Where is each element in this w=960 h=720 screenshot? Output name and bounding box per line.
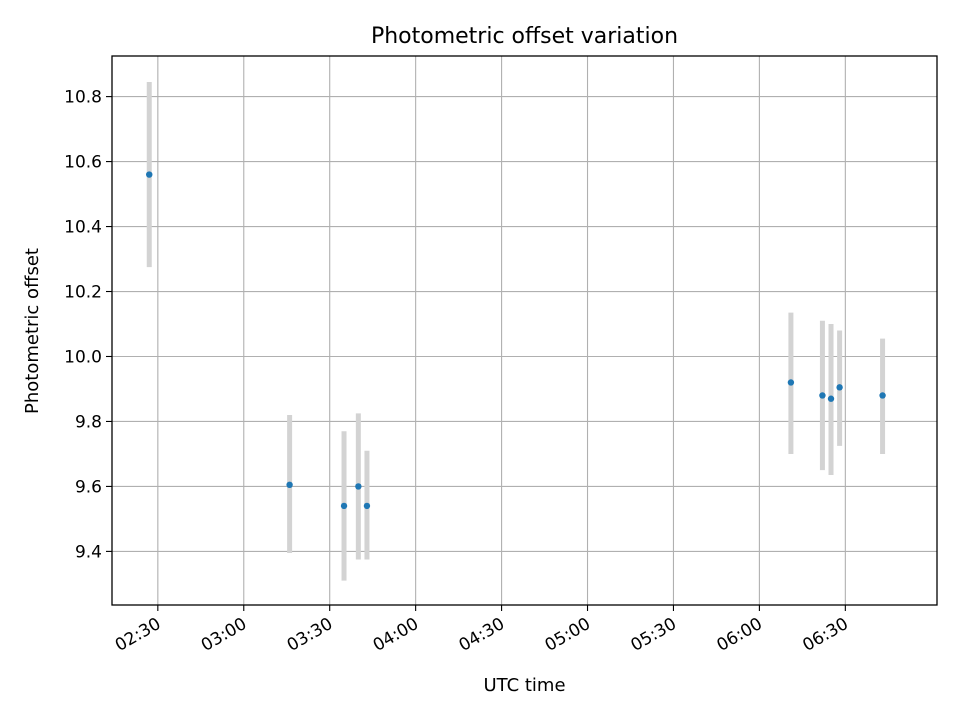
y-tick-label: 9.4 <box>75 542 102 562</box>
plot-frame <box>111 55 938 606</box>
grid <box>112 56 937 605</box>
y-tick-label: 10.8 <box>64 88 102 108</box>
y-tick-label: 9.8 <box>75 412 102 432</box>
data-point <box>340 502 348 510</box>
data-point <box>819 392 826 399</box>
x-tick-label: 03:30 <box>284 614 336 656</box>
x-axis: 02:30 03:00 03:30 04:00 04:30 05:00 05:30 06:00… <box>112 605 852 656</box>
data-points <box>146 171 886 510</box>
x-tick-label: 06:30 <box>799 614 851 656</box>
data-point <box>355 483 362 490</box>
y-tick-label: 10.2 <box>64 283 102 303</box>
data-point <box>787 379 795 386</box>
y-tick-label: 9.6 <box>75 477 102 497</box>
x-tick-label: 02:30 <box>112 614 164 656</box>
x-tick-label: 04:30 <box>456 614 508 656</box>
data-point <box>827 395 835 402</box>
data-point <box>836 384 843 391</box>
data-point <box>363 502 371 510</box>
chart-title: Photometric offset variation <box>371 24 678 49</box>
y-axis-label: Photometric offset <box>22 248 43 414</box>
x-tick-label: 05:00 <box>542 614 594 656</box>
y-tick-label: 10.4 <box>64 218 102 238</box>
x-tick-label: 05:30 <box>628 614 680 656</box>
x-axis-label: UTC time <box>483 675 565 696</box>
y-tick-label: 10.0 <box>64 347 102 367</box>
x-tick-label: 04:00 <box>370 614 422 656</box>
data-point <box>286 481 293 489</box>
x-tick-label: 06:00 <box>713 614 765 656</box>
data-point <box>146 171 153 178</box>
y-axis: 9.4 9.6 9.8 10.0 10.2 10.4 10.6 10.8 <box>64 88 112 562</box>
x-tick-label: 03:00 <box>198 614 250 656</box>
data-point <box>879 392 886 399</box>
y-tick-label: 10.6 <box>64 153 102 173</box>
error-bars <box>146 81 886 581</box>
